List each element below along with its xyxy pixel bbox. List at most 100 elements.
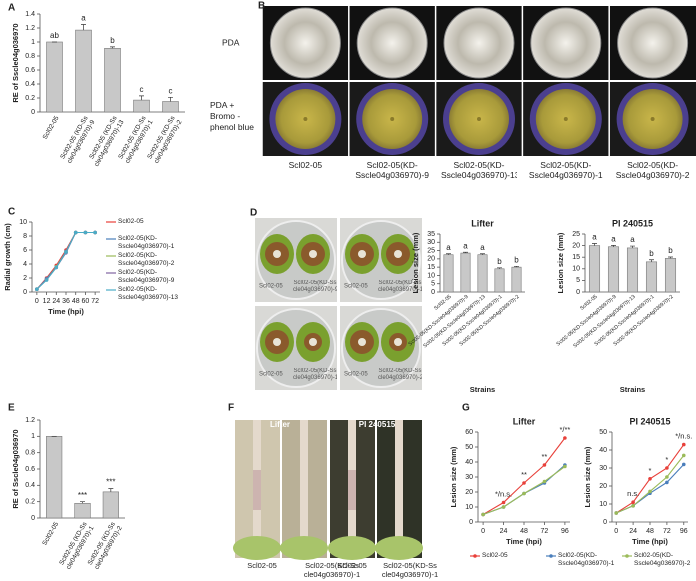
y-tick-label: 0.6 — [25, 67, 35, 74]
annotation: */n.s. — [495, 489, 512, 498]
y-tick-label: 30 — [465, 474, 473, 481]
column-label: Scl02-05(KD-Sscle04g036970)-1 — [528, 160, 603, 180]
data-point — [563, 464, 567, 469]
error-bar — [611, 245, 616, 247]
y-axis-label: Radial growth (cm) — [3, 223, 12, 291]
bar-label: c — [169, 86, 173, 95]
y-tick-label: 25 — [572, 231, 580, 238]
photo-label: Scl02-05(KD-Ss cle04g036970)-13 — [378, 280, 422, 293]
data-point — [665, 480, 669, 485]
inoculum — [650, 117, 655, 121]
plate — [443, 7, 515, 79]
y-tick-label: 6 — [23, 247, 27, 254]
bar-label: *** — [106, 478, 115, 487]
data-point — [631, 504, 635, 508]
agar-plug — [309, 250, 317, 258]
photo-label-box: Scl02-05(KD-Ss cle04g036970)-13 — [378, 280, 422, 293]
y-tick-label: 35 — [427, 231, 435, 238]
bar-label: b — [668, 246, 673, 255]
y-tick-label: 4 — [23, 261, 27, 268]
photo-label: Scl02-05 — [344, 372, 368, 378]
y-tick-label: 0 — [469, 519, 473, 526]
photo-label: Scl02-05(KD-Ss cle04g036970)-1 — [303, 561, 361, 579]
data-point — [501, 500, 506, 505]
photo-label: Scl02-05 — [259, 284, 283, 290]
y-tick-label: 1.4 — [25, 11, 35, 18]
x-tick-label: 48 — [520, 528, 528, 535]
panel-letter: F — [228, 403, 234, 414]
legend-label-box: Scl02-05 — [482, 552, 508, 559]
data-point — [83, 230, 88, 235]
x-axis-label: Time (hpi) — [632, 537, 668, 546]
plate — [356, 7, 428, 79]
photo-label: Scl02-05(KD-Ss cle04g036970)-1 — [293, 368, 337, 381]
bar — [46, 436, 63, 519]
data-point — [64, 250, 68, 254]
y-tick-label: 10 — [427, 272, 435, 279]
x-tick-label: 0 — [614, 528, 618, 535]
y-tick-label: 1 — [31, 433, 35, 440]
legend-label: Scl02-05(KD-Sscle04g036970)-13 — [118, 286, 178, 301]
legend-label-box: Scl02-05(KD-Sscle04g036970)-2 — [634, 552, 690, 567]
lesion — [253, 470, 261, 510]
legend-label-box: Scl02-05 — [118, 218, 144, 225]
panel-letter: E — [8, 403, 15, 414]
y-tick-label: 15 — [427, 264, 435, 271]
y-tick-label: 30 — [599, 465, 607, 472]
y-axis-label: Lesion size (mm) — [449, 446, 458, 507]
legend-label: Scl02-05(KD-Sscle04g036970)-2 — [118, 252, 175, 267]
photo-title: PI 240515 — [359, 420, 396, 429]
photo-label: Scl02-05(KD-Ss cle04g036970)-9 — [293, 280, 337, 293]
x-tick-label: 0 — [481, 528, 485, 535]
bar-label: b — [110, 36, 115, 45]
y-axis-label: RE of Sscle04g036970 — [11, 23, 20, 102]
leaf — [233, 536, 281, 560]
error-bar — [108, 488, 114, 492]
annotation: n.s. — [627, 489, 639, 498]
data-point — [35, 287, 39, 292]
error-bar — [592, 243, 597, 246]
bar — [494, 268, 505, 293]
y-tick-label: 0.4 — [25, 81, 35, 88]
bar — [102, 491, 119, 519]
y-tick-label: 20 — [427, 256, 435, 263]
data-point — [501, 505, 506, 509]
photo-label: Scl02-05 — [259, 372, 283, 378]
bar — [588, 245, 601, 293]
photo-label-box: Scl02-05(KD-Ss cle04g036970)-9 — [293, 280, 337, 293]
y-tick-label: 2 — [23, 275, 27, 282]
bar — [511, 266, 522, 293]
y-tick-label: 20 — [599, 483, 607, 490]
leaf — [375, 536, 423, 560]
x-tick-label: 72 — [91, 298, 99, 305]
y-tick-label: 10 — [599, 501, 607, 508]
error-bar — [630, 245, 635, 248]
chart-title: Lifter — [471, 218, 494, 228]
inoculum — [303, 117, 308, 121]
y-tick-label: 15 — [572, 254, 580, 261]
legend-label-box: Scl02-05(KD-Sscle04g036970)-2 — [118, 252, 175, 267]
y-tick-label: 30 — [427, 239, 435, 246]
data-point — [665, 466, 669, 470]
error-bar — [80, 501, 85, 504]
x-tick-label: 24 — [500, 528, 508, 535]
bar — [626, 247, 639, 293]
photo-label-box: Scl02-05(KD-Ss cle04g036970)-1 — [382, 561, 438, 579]
legend-marker — [549, 554, 553, 558]
photo-title: Lifter — [270, 420, 290, 429]
annotation: * — [665, 455, 668, 464]
y-tick-label: 10 — [465, 504, 473, 511]
photo-label-box: Scl02-05(KD-Ss cle04g036970)-1 — [293, 368, 337, 381]
panel-letter: A — [8, 3, 15, 14]
error-bar — [446, 253, 451, 255]
bar — [46, 41, 63, 113]
y-tick-label: 20 — [465, 489, 473, 496]
y-tick-label: 1.2 — [25, 417, 35, 424]
legend-label: Scl02-05(KD-Sscle04g036970)-9 — [118, 269, 175, 284]
bar — [75, 29, 92, 113]
legend-label: Scl02-05 — [118, 218, 144, 225]
y-axis-label: Lesion size (mm) — [556, 232, 565, 293]
photo-label-box: Scl02-05(KD-Ss cle04g036970)-2 — [378, 368, 422, 381]
x-tick-label: 72 — [663, 528, 671, 535]
bar — [104, 47, 121, 113]
